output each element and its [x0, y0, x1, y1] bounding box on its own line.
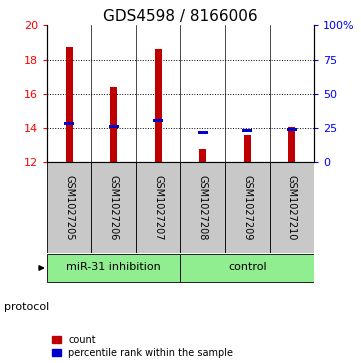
FancyBboxPatch shape: [47, 162, 91, 253]
Bar: [110, 87, 117, 162]
Text: GSM1027210: GSM1027210: [287, 175, 297, 240]
Bar: [155, 49, 162, 162]
FancyBboxPatch shape: [47, 254, 180, 282]
FancyBboxPatch shape: [225, 162, 270, 253]
Text: GSM1027207: GSM1027207: [153, 175, 163, 240]
FancyBboxPatch shape: [136, 162, 180, 253]
Bar: [66, 47, 73, 162]
Bar: [244, 135, 251, 162]
Bar: [242, 129, 252, 132]
Bar: [153, 119, 163, 122]
Text: miR-31 inhibition: miR-31 inhibition: [66, 262, 161, 272]
Text: GSM1027209: GSM1027209: [242, 175, 252, 240]
Text: GSM1027208: GSM1027208: [198, 175, 208, 240]
Bar: [109, 125, 119, 127]
FancyBboxPatch shape: [91, 162, 136, 253]
FancyBboxPatch shape: [270, 162, 314, 253]
Bar: [199, 149, 206, 162]
Text: protocol: protocol: [4, 302, 49, 312]
Text: GSM1027205: GSM1027205: [64, 175, 74, 240]
FancyBboxPatch shape: [180, 254, 314, 282]
Bar: [288, 127, 295, 162]
Bar: [198, 131, 208, 134]
Text: GSM1027206: GSM1027206: [109, 175, 119, 240]
Text: control: control: [228, 262, 266, 272]
Bar: [287, 128, 297, 131]
FancyBboxPatch shape: [180, 162, 225, 253]
Title: GDS4598 / 8166006: GDS4598 / 8166006: [103, 9, 258, 24]
Bar: [64, 122, 74, 125]
Legend: count, percentile rank within the sample: count, percentile rank within the sample: [52, 335, 233, 358]
